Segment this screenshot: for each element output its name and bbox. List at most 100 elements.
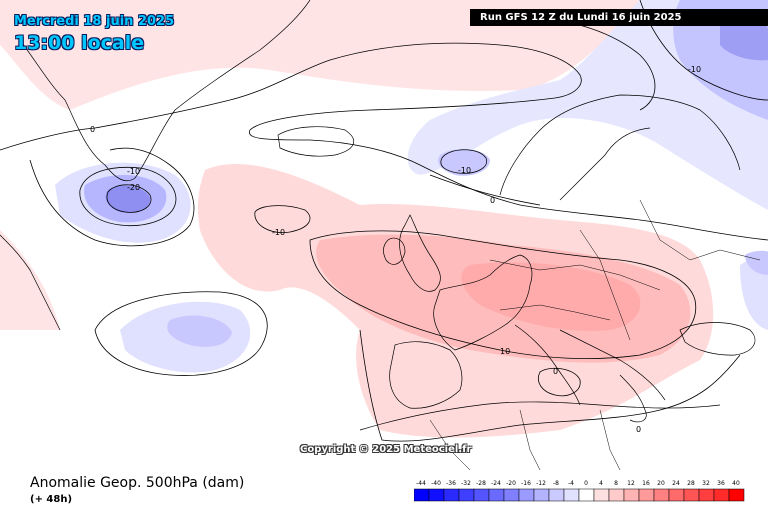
anomaly-positive-north [0,0,640,110]
coast-ireland [383,237,406,265]
border-central-europe [489,259,661,291]
contour-zero-greenland [29,147,195,247]
scale-color-box [428,488,445,502]
contour-label-alps-10: 10 [500,347,510,356]
contour-10-europe [309,230,697,359]
scale-tick-label: 16 [642,480,650,487]
variable-title: Anomalie Geop. 500hPa (dam) [30,475,245,491]
forecast-date: Mercredi 18 juin 2025 [14,14,175,29]
coast-uk [399,214,441,292]
contour-m10-atlantic [254,205,311,233]
coast-balkans [559,329,666,401]
run-banner: Run GFS 12 Z du Lundi 16 juin 2025 [470,9,768,26]
border-east [579,229,631,341]
scale-color-box [533,488,550,502]
scale-color-box [473,488,490,502]
contour-m10-greenland [79,166,177,226]
contour-label-scandinavia-m10: -10 [688,65,701,74]
coast-iceland [277,126,355,157]
coast-scandinavia [499,94,741,196]
scale-color-box [488,488,505,502]
coast-black-sea [679,322,756,356]
anomaly-negative-greenland-core [105,185,151,213]
forecast-time: 13:00 locale [14,32,145,54]
scale-tick-label: -32 [461,480,471,487]
anomaly-negative-east-2 [745,250,768,275]
color-scale-labels: -44 -40 -36 -32 -28 -24 -20 -16 -12 -8 -4 0 4 8 12 16 20… [416,480,740,487]
contour-zero-north [0,42,768,241]
scale-color-box [593,488,610,502]
scale-tick-label: -36 [446,480,456,487]
contour-label-mediterranean-zero: 0 [553,367,558,376]
border-north-africa [429,409,621,470]
scale-color-box [638,488,655,502]
scale-color-box [578,488,595,502]
scale-tick-label: -28 [476,480,486,487]
scale-tick-label: 4 [599,480,603,487]
color-scale-boxes [414,488,745,502]
contour-zero-med [538,367,581,397]
contour-label-africa-zero: 0 [636,425,641,434]
anomaly-core-inner [461,262,641,331]
color-scale: -44 -40 -36 -32 -28 -24 -20 -16 -12 -8 -4 0 4 8 12 16 20… [414,480,745,502]
contour-zero-south [359,329,741,442]
coast-canada [0,234,61,331]
border-russia [639,199,761,261]
coast-sweden [559,127,651,201]
scale-color-box [414,488,430,502]
scale-color-box [653,488,670,502]
scale-color-box [623,488,640,502]
anomaly-negative-atlantic-inner [167,315,232,347]
scale-tick-label: -20 [506,480,516,487]
contour-label-greenland-m20: -20 [127,183,140,192]
scale-tick-label: -16 [521,480,531,487]
scale-tick-label: 40 [732,480,740,487]
anomaly-map: 0 -10 -20 -10 -10 -10 0 10 0 0 [0,0,768,470]
scale-color-box [698,488,715,502]
scale-tick-label: 0 [584,480,588,487]
scale-color-box [728,488,745,502]
scale-color-box [548,488,565,502]
anomaly-positive-west [0,230,60,330]
scale-tick-label: -44 [416,480,426,487]
coast-france [433,254,533,351]
coast-north-africa [359,401,721,431]
scale-color-box [683,488,700,502]
contour-m20-greenland [106,184,152,213]
scale-color-box [563,488,580,502]
scale-tick-label: -12 [536,480,546,487]
contour-label-atlantic-m10: -10 [272,228,285,237]
scale-tick-label: -4 [568,480,574,487]
anomaly-negative-iceland [438,148,490,176]
contour-label-norway-m10: -10 [458,166,471,175]
border-alps [499,304,611,321]
scale-tick-label: 8 [614,480,618,487]
scale-color-box [713,488,730,502]
contour-zero-atlantic [94,291,268,376]
scale-tick-label: 20 [657,480,665,487]
coast-greenland [19,0,311,182]
scale-tick-label: 24 [672,480,680,487]
scale-tick-label: -24 [491,480,501,487]
contour-zero-northsea [429,174,541,206]
scale-color-box [608,488,625,502]
anomaly-negative-scandinavia-core [720,18,768,61]
scale-color-box [458,488,475,502]
contour-label-greenland-m10: -10 [127,167,140,176]
scale-color-box [668,488,685,502]
scale-tick-label: 12 [627,480,635,487]
coast-iberia [389,341,463,409]
contour-label-northsea-zero: 0 [490,196,495,205]
scale-color-box [518,488,535,502]
copyright: Copyright © 2025 Meteociel.fr [300,444,472,455]
scale-color-box [443,488,460,502]
anomaly-negative-east [740,256,768,330]
scale-tick-label: 32 [702,480,710,487]
lead-time: (+ 48h) [30,494,73,505]
contour-label-greenland-zero: 0 [90,125,95,134]
coast-italy [514,324,581,406]
scale-tick-label: 36 [717,480,725,487]
contour-m10-iceland [440,149,488,174]
scale-tick-label: 28 [687,480,695,487]
scale-tick-label: -8 [553,480,559,487]
